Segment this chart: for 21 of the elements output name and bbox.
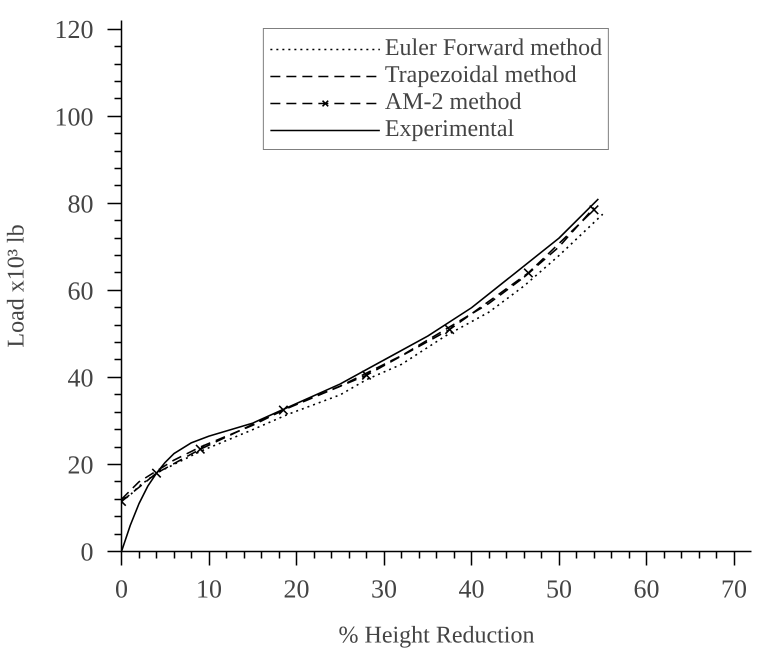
x-tick-label: 60: [634, 574, 660, 604]
x-tick-label: 0: [115, 574, 128, 604]
y-tick-label: 40: [68, 363, 94, 392]
y-tick-label: 80: [68, 189, 94, 218]
y-tick-label: 120: [54, 15, 94, 44]
y-axis-title: Load x10³ lb: [4, 224, 30, 348]
x-tick-label: 10: [196, 574, 222, 604]
legend-label: Trapezoidal method: [384, 62, 577, 89]
x-tick-label: 70: [721, 574, 747, 604]
y-tick-label: 60: [68, 276, 94, 306]
y-tick-label: 0: [80, 538, 94, 566]
x-tick-label: 30: [371, 574, 397, 604]
x-tick-label: 20: [284, 574, 310, 604]
legend-label: AM-2 method: [384, 89, 522, 116]
y-tick-label: 20: [68, 450, 94, 480]
legend-label: Experimental: [384, 116, 514, 143]
x-tick-label: 50: [546, 574, 572, 604]
x-axis-title: % Height Reduction: [338, 622, 534, 648]
legend-label: Euler Forward method: [384, 35, 602, 62]
x-tick-label: 40: [458, 574, 484, 604]
y-tick-label: 100: [54, 102, 94, 132]
